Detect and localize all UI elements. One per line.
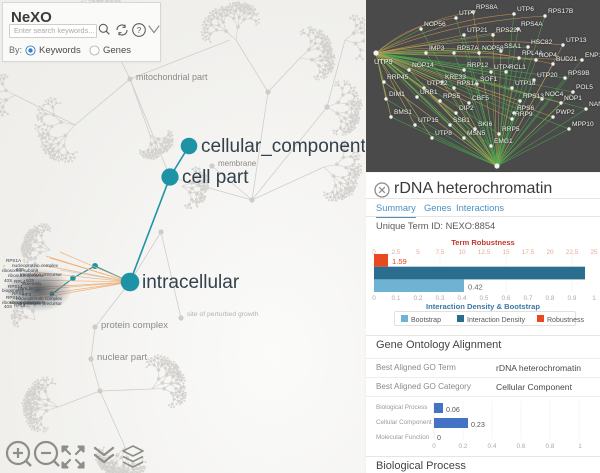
svg-text:0.7: 0.7 [524, 295, 533, 302]
svg-text:0.6: 0.6 [517, 443, 526, 449]
svg-text:0.4: 0.4 [458, 295, 467, 302]
svg-text:1.59: 1.59 [392, 257, 407, 266]
svg-text:0.23: 0.23 [471, 421, 485, 429]
svg-text:1: 1 [592, 295, 596, 302]
svg-text:0.8: 0.8 [546, 295, 555, 302]
svg-text:0: 0 [437, 434, 441, 442]
svg-text:0.06: 0.06 [446, 406, 460, 414]
svg-text:0.5: 0.5 [480, 295, 489, 302]
svg-text:0: 0 [372, 295, 376, 302]
svg-text:1: 1 [578, 443, 582, 449]
svg-text:0.4: 0.4 [488, 443, 497, 449]
svg-text:0.9: 0.9 [568, 295, 577, 302]
svg-text:0.2: 0.2 [414, 295, 423, 302]
svg-text:0.6: 0.6 [502, 295, 511, 302]
svg-text:0: 0 [432, 443, 436, 449]
svg-text:?: ? [137, 26, 142, 35]
svg-text:0.2: 0.2 [459, 443, 468, 449]
svg-text:0.8: 0.8 [546, 443, 555, 449]
svg-text:0.1: 0.1 [392, 295, 401, 302]
svg-text:0.3: 0.3 [436, 295, 445, 302]
svg-text:0.42: 0.42 [468, 283, 483, 292]
